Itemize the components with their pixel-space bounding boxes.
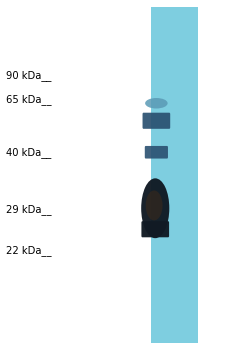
FancyBboxPatch shape bbox=[145, 146, 168, 159]
Text: 90 kDa__: 90 kDa__ bbox=[6, 70, 51, 81]
FancyBboxPatch shape bbox=[143, 113, 170, 129]
Text: 29 kDa__: 29 kDa__ bbox=[6, 204, 51, 216]
Ellipse shape bbox=[146, 190, 162, 220]
Text: 22 kDa__: 22 kDa__ bbox=[6, 245, 51, 256]
Ellipse shape bbox=[141, 178, 169, 238]
Text: 40 kDa__: 40 kDa__ bbox=[6, 147, 51, 158]
Text: 65 kDa__: 65 kDa__ bbox=[6, 94, 51, 105]
Bar bbox=[151, 7, 198, 343]
Ellipse shape bbox=[145, 98, 168, 108]
FancyBboxPatch shape bbox=[141, 221, 169, 237]
